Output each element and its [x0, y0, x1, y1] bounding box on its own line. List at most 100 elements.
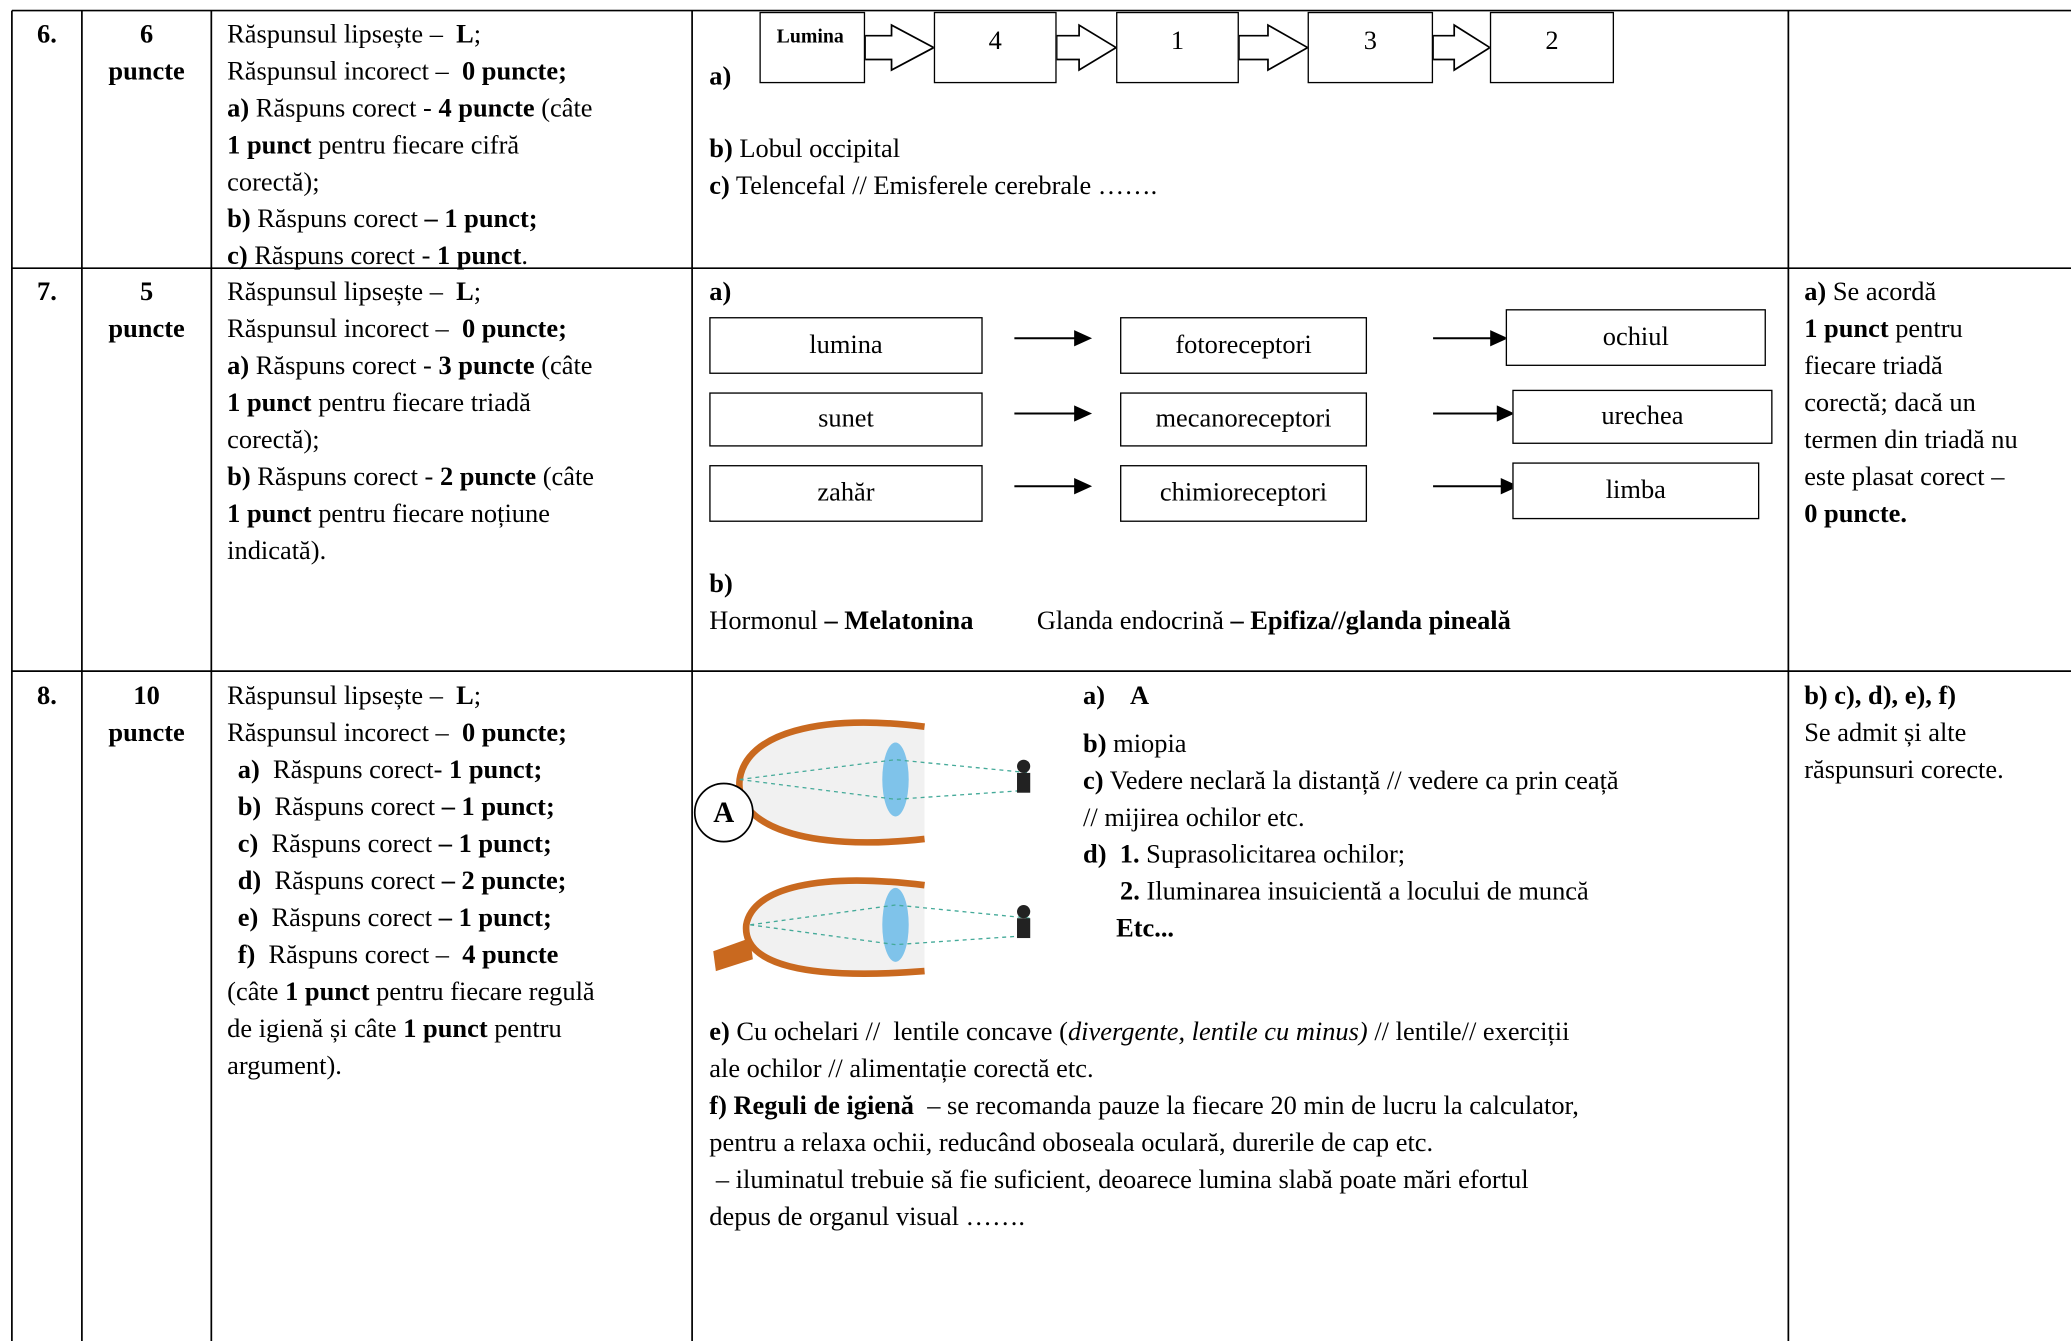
text: f): [237, 940, 256, 970]
text: ochiul: [1602, 322, 1669, 352]
text-line: pentru a relaxa ochii, reducând oboseala…: [709, 1124, 1579, 1161]
text: b): [227, 462, 251, 492]
text-line: – iluminatul trebuie să fie suficient, d…: [709, 1161, 1579, 1198]
text: Telencefal // Emisferele cerebrale …….: [729, 171, 1158, 201]
row-number: 8.: [12, 678, 82, 715]
term-box: limba: [1512, 462, 1760, 520]
text: (câte: [534, 351, 593, 381]
text: c): [1083, 766, 1104, 796]
text: de igienă și câte: [227, 1014, 404, 1044]
text: Răspuns corect -: [247, 241, 437, 271]
text-line: d) 1. Suprasolicitarea ochilor;: [1083, 836, 1619, 873]
text: puncte: [108, 56, 185, 86]
term-box: zahăr: [709, 465, 983, 522]
text: urechea: [1601, 401, 1684, 431]
text-line: corectă; dacă un: [1804, 384, 2017, 421]
text-line: Răspunsul incorect – 0 puncte;: [227, 310, 594, 347]
eye-diagram: [693, 719, 1031, 977]
text: 3: [1363, 26, 1377, 56]
answer: e) Cu ochelari // lentile concave (diver…: [709, 1013, 1579, 1235]
text-line: b) miopia: [1083, 725, 1619, 762]
text-line: Răspunsul incorect – 0 puncte;: [227, 715, 594, 752]
text: L: [456, 277, 474, 307]
text-line: 1 punct pentru fiecare cifră: [227, 127, 592, 164]
text-line: (câte 1 punct pentru fiecare regulă: [227, 974, 594, 1011]
term-box: chimioreceptori: [1120, 465, 1368, 522]
text: ;: [473, 277, 482, 307]
text-line: a) Răspuns corect - 3 puncte (câte: [227, 347, 594, 384]
text-line: puncte: [82, 310, 211, 347]
text-line: c) Telencefal // Emisferele cerebrale ………: [709, 168, 1157, 205]
text: 2.: [1120, 877, 1140, 907]
text: 4 puncte: [438, 93, 535, 123]
text: Răspuns corect: [261, 866, 442, 896]
text: 4 puncte: [462, 940, 559, 970]
text: 0 puncte;: [461, 314, 567, 344]
text: 5: [140, 277, 154, 307]
text: Hormonul: [709, 606, 825, 636]
text-line: e) Răspuns corect – 1 punct;: [227, 900, 594, 937]
text: Răspuns corect –: [255, 940, 463, 970]
text-line: indicată).: [227, 532, 594, 569]
text: răspunsuri corecte.: [1804, 755, 2004, 785]
text: pentru: [1888, 314, 1963, 344]
text: Răspuns corect -: [249, 93, 439, 123]
criteria: Răspunsul lipsește – L; Răspunsul incorec…: [227, 678, 594, 1085]
points: 10 puncte: [82, 678, 211, 752]
text: 1 punct: [436, 241, 522, 271]
text: 7.: [36, 277, 57, 307]
text: puncte: [108, 718, 185, 748]
text: termen din triadă nu: [1804, 425, 2018, 455]
text: 1 punct: [227, 499, 312, 529]
text: limba: [1605, 475, 1666, 505]
text: pentru: [487, 1014, 562, 1044]
text: 2 puncte: [439, 462, 537, 492]
text: Suprasolicitarea ochilor;: [1139, 840, 1406, 870]
text: – Melatonina: [824, 606, 974, 636]
text: – 1 punct;: [424, 204, 538, 234]
text-line: ale ochilor // alimentație corectă etc.: [709, 1050, 1579, 1087]
text: b): [227, 204, 251, 234]
text: fiecare triadă: [1804, 351, 1943, 381]
text: Răspuns corect: [258, 829, 439, 859]
text-line: Răspunsul lipsește – L;: [227, 273, 594, 310]
text-line: puncte: [82, 715, 211, 752]
text: A: [1130, 681, 1150, 711]
text-line: 1 punct pentru fiecare noțiune: [227, 495, 594, 532]
text: corectă; dacă un: [1804, 388, 1976, 418]
text: – 1 punct;: [438, 903, 552, 933]
text-line: termen din triadă nu: [1804, 421, 2017, 458]
text: Răspunsul incorect –: [227, 56, 462, 86]
text-line: // mijirea ochilor etc.: [1083, 799, 1619, 836]
text: – se recomanda pauze la fiecare 20 min d…: [913, 1091, 1579, 1121]
text: Răspunsul lipsește –: [227, 681, 457, 711]
text-line: c) Răspuns corect – 1 punct;: [227, 826, 594, 863]
text: 0 puncte;: [461, 56, 567, 86]
text-line: de igienă și câte 1 punct pentru: [227, 1011, 594, 1048]
term-box: urechea: [1512, 389, 1773, 444]
text: d): [1083, 840, 1120, 870]
text-line: c) Vedere neclară la distanță // vedere …: [1083, 762, 1619, 799]
text: este plasat corect –: [1804, 462, 2005, 492]
text-line: b) Lobul occipital: [709, 131, 1157, 168]
text-line: puncte: [82, 53, 211, 90]
text-line: argument).: [227, 1048, 594, 1085]
flow-box: 2: [1489, 11, 1615, 84]
text: chimioreceptori: [1159, 478, 1328, 508]
text: (câte: [227, 977, 286, 1007]
figure-label: A: [695, 794, 753, 831]
text: pentru fiecare triadă: [311, 388, 531, 418]
term-box: ochiul: [1505, 309, 1766, 366]
text-line: b) c), d), e), f): [1804, 678, 2004, 715]
text: 4: [988, 26, 1002, 56]
text: puncte: [108, 314, 185, 344]
text-line: corectă);: [227, 164, 592, 201]
criteria: Răspunsul lipsește – L; Răspunsul incorec…: [227, 273, 594, 569]
text: – 1 punct;: [438, 829, 552, 859]
text: – 2 puncte;: [441, 866, 567, 896]
text-line: b) Răspuns corect - 2 puncte (câte: [227, 458, 594, 495]
